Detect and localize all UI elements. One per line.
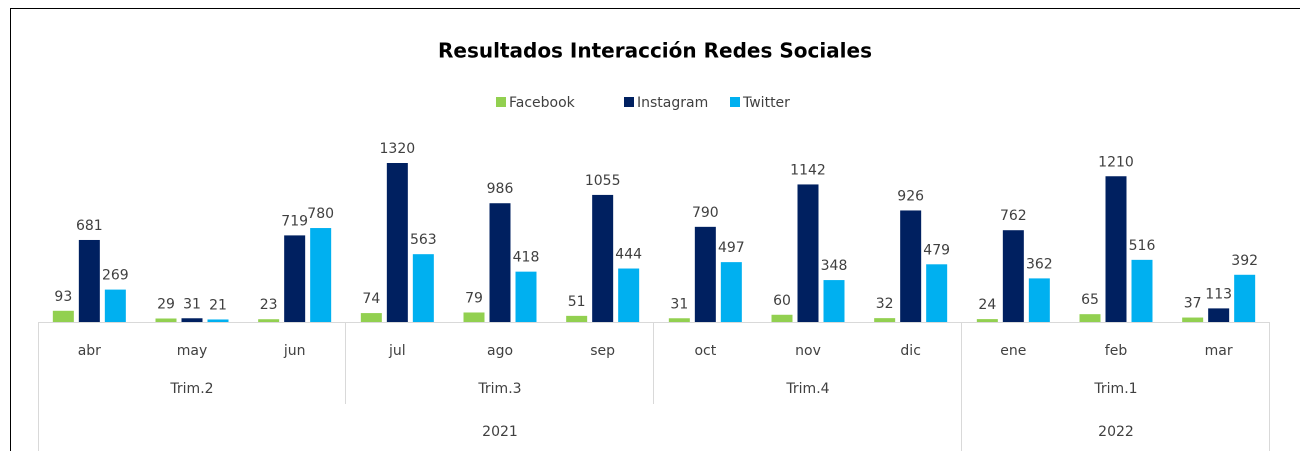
legend-swatch xyxy=(730,97,740,107)
group-label: Trim.4 xyxy=(785,381,829,397)
group-label: Trim.3 xyxy=(477,381,521,397)
legend-label: Twitter xyxy=(742,95,790,111)
legend-label: Instagram xyxy=(637,95,708,111)
bar xyxy=(1105,176,1127,322)
data-label: 362 xyxy=(1026,256,1053,272)
data-label: 93 xyxy=(54,289,72,305)
bar xyxy=(386,163,408,322)
data-label: 51 xyxy=(568,294,586,310)
bar xyxy=(1002,230,1024,322)
x-tick-label: sep xyxy=(590,343,615,359)
bar xyxy=(1131,259,1153,322)
data-label: 681 xyxy=(76,218,103,234)
bar xyxy=(668,318,690,322)
x-tick-label: may xyxy=(177,343,208,359)
data-label: 392 xyxy=(1231,253,1258,269)
bar xyxy=(489,203,511,322)
data-label: 1320 xyxy=(380,141,416,157)
chart-frame xyxy=(10,8,1300,451)
bar xyxy=(78,239,100,322)
data-label: 24 xyxy=(978,297,996,313)
bar xyxy=(771,314,793,322)
data-label: 37 xyxy=(1184,296,1202,312)
data-label: 762 xyxy=(1000,208,1027,224)
year-label: 2021 xyxy=(482,424,518,440)
data-label: 479 xyxy=(923,242,950,258)
bar xyxy=(52,310,74,322)
bar xyxy=(1208,308,1230,322)
bar xyxy=(823,280,845,322)
bar xyxy=(694,226,716,322)
legend-label: Facebook xyxy=(509,95,576,111)
x-tick-label: feb xyxy=(1105,343,1128,359)
data-label: 31 xyxy=(183,296,201,312)
bar xyxy=(1079,314,1101,322)
data-label: 29 xyxy=(157,297,175,313)
x-tick-label: nov xyxy=(795,343,821,359)
data-label: 32 xyxy=(876,296,894,312)
legend-swatch xyxy=(496,97,506,107)
data-label: 516 xyxy=(1129,238,1156,254)
data-label: 563 xyxy=(410,232,437,248)
data-label: 444 xyxy=(615,247,642,263)
bar xyxy=(976,319,998,322)
bar xyxy=(463,312,485,322)
bar xyxy=(1028,278,1050,322)
bar xyxy=(1182,317,1204,322)
bar xyxy=(360,313,382,322)
bar xyxy=(515,271,537,322)
bar xyxy=(720,262,742,322)
group-label: Trim.1 xyxy=(1093,381,1137,397)
data-label: 31 xyxy=(670,296,688,312)
bar xyxy=(797,184,819,322)
data-label: 23 xyxy=(260,297,278,313)
group-label: Trim.2 xyxy=(169,381,213,397)
bar xyxy=(207,319,229,322)
data-label: 21 xyxy=(209,297,227,313)
x-tick-label: dic xyxy=(900,343,920,359)
legend-swatch xyxy=(624,97,634,107)
bar xyxy=(104,289,126,322)
bar xyxy=(926,264,948,322)
data-label: 986 xyxy=(487,181,514,197)
x-tick-label: oct xyxy=(694,343,716,359)
bar xyxy=(592,194,614,322)
bar xyxy=(566,315,588,322)
data-label: 497 xyxy=(718,240,745,256)
bar xyxy=(874,318,896,322)
x-tick-label: ene xyxy=(1000,343,1026,359)
bar xyxy=(155,318,177,322)
bar xyxy=(181,318,203,322)
chart-title: Resultados Interacción Redes Sociales xyxy=(438,39,872,63)
data-label: 790 xyxy=(692,205,719,221)
data-label: 780 xyxy=(307,206,334,222)
bar xyxy=(310,228,332,322)
data-label: 348 xyxy=(821,258,848,274)
data-label: 60 xyxy=(773,293,791,309)
data-label: 74 xyxy=(362,291,380,307)
bar xyxy=(618,268,640,322)
bar xyxy=(900,210,922,322)
bar xyxy=(284,235,306,322)
bar xyxy=(258,319,280,322)
data-label: 113 xyxy=(1205,286,1232,302)
bar xyxy=(1234,274,1256,322)
data-label: 269 xyxy=(102,268,129,284)
x-tick-label: jun xyxy=(283,343,306,359)
year-label: 2022 xyxy=(1098,424,1134,440)
x-tick-label: ago xyxy=(487,343,513,359)
data-label: 65 xyxy=(1081,292,1099,308)
data-label: 1055 xyxy=(585,173,621,189)
data-label: 79 xyxy=(465,290,483,306)
x-tick-label: mar xyxy=(1205,343,1233,359)
bar xyxy=(412,254,434,322)
data-label: 418 xyxy=(513,250,540,266)
data-label: 1210 xyxy=(1098,154,1134,170)
x-tick-label: jul xyxy=(388,343,406,359)
x-tick-label: abr xyxy=(78,343,101,359)
data-label: 926 xyxy=(897,188,924,204)
data-label: 1142 xyxy=(790,162,826,178)
data-label: 719 xyxy=(281,213,308,229)
